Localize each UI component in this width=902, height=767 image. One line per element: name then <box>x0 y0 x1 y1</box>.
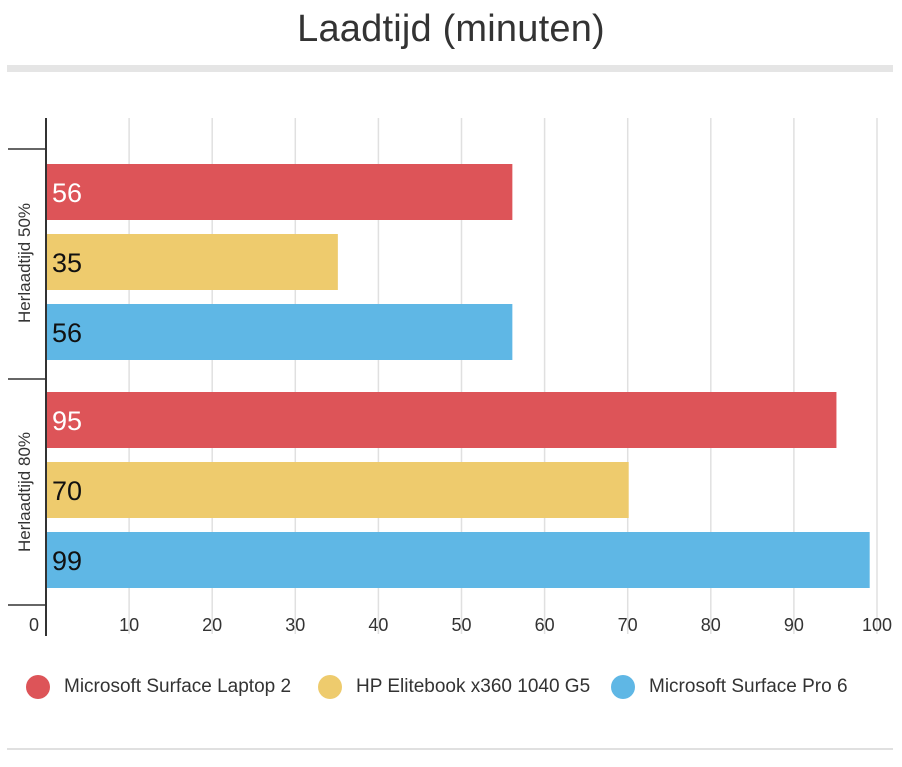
bar <box>47 234 338 290</box>
bottom-divider <box>7 748 893 750</box>
legend-item-surface-pro-6[interactable]: Microsoft Surface Pro 6 <box>611 670 848 704</box>
x-tick-label: 20 <box>202 615 222 635</box>
chart-title: Laadtijd (minuten) <box>297 8 605 50</box>
bar-value-label: 56 <box>52 178 82 208</box>
bar-value-label: 99 <box>52 546 82 576</box>
x-tick-label: 10 <box>119 615 139 635</box>
x-tick-label: 50 <box>451 615 471 635</box>
x-tick-label: 0 <box>29 615 39 635</box>
x-tick-label: 70 <box>618 615 638 635</box>
bar-chart: 56 35 56 95 70 99 Herlaadtijd 50% Herlaadtijd 8… <box>8 118 892 636</box>
bar-value-label: 56 <box>52 318 82 348</box>
chart-legend: Microsoft Surface Laptop 2 HP Elitebook … <box>0 670 902 704</box>
bar <box>47 392 837 448</box>
x-tick-label: 30 <box>285 615 305 635</box>
title-divider <box>7 65 893 72</box>
legend-swatch-surface-pro-6 <box>611 675 635 699</box>
legend-label-surface-laptop-2: Microsoft Surface Laptop 2 <box>64 676 292 697</box>
x-tick-label: 80 <box>701 615 721 635</box>
x-tick-label: 90 <box>784 615 804 635</box>
bar <box>47 304 513 360</box>
x-tick-label: 40 <box>368 615 388 635</box>
bar-value-label: 70 <box>52 476 82 506</box>
legend-swatch-hp-elitebook <box>318 675 342 699</box>
x-tick-label: 100 <box>862 615 892 635</box>
legend-swatch-surface-laptop-2 <box>26 675 50 699</box>
category-label: Herlaadtijd 80% <box>15 432 34 552</box>
bar <box>47 164 513 220</box>
legend-item-hp-elitebook[interactable]: HP Elitebook x360 1040 G5 <box>318 670 590 704</box>
category-label: Herlaadtijd 50% <box>15 203 34 323</box>
bar <box>47 462 629 518</box>
legend-label-hp-elitebook: HP Elitebook x360 1040 G5 <box>356 676 591 697</box>
legend-item-surface-laptop-2[interactable]: Microsoft Surface Laptop 2 <box>26 670 291 704</box>
x-tick-label: 60 <box>535 615 555 635</box>
legend-label-surface-pro-6: Microsoft Surface Pro 6 <box>649 676 848 697</box>
bar <box>47 532 870 588</box>
bar-value-label: 35 <box>52 248 82 278</box>
bar-value-label: 95 <box>52 406 82 436</box>
